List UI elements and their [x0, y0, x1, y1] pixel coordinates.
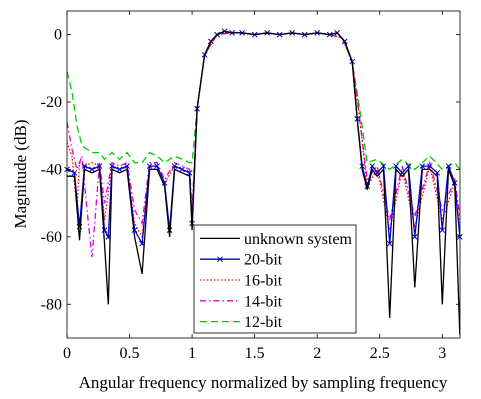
legend-label: 16-bit	[244, 273, 283, 290]
x-tick-label: 2.5	[370, 345, 390, 362]
y-axis-label: Magnitude (dB)	[11, 119, 30, 228]
y-tick-label: -80	[41, 296, 62, 313]
series-marker	[154, 163, 160, 169]
series-marker	[405, 163, 412, 169]
series-layer	[64, 28, 463, 335]
legend-box	[193, 224, 357, 334]
legend-item: unknown system	[200, 231, 353, 248]
series-marker	[171, 163, 178, 169]
x-tick-label: 0	[63, 345, 71, 362]
series-marker	[109, 163, 115, 169]
series-marker	[124, 163, 130, 169]
legend-item: 14-bit	[200, 293, 283, 310]
x-axis-label: Angular frequency normalized by sampling…	[79, 373, 448, 392]
series-marker	[116, 166, 123, 173]
y-tick-label: -20	[41, 94, 62, 111]
x-tick-label: 1.5	[245, 345, 265, 362]
series-marker	[89, 166, 95, 173]
y-tick-label: -60	[41, 229, 62, 246]
y-tick-label: -40	[41, 161, 62, 178]
x-tick-label: 1	[188, 345, 196, 362]
legend-label: 20-bit	[244, 252, 283, 269]
legend-label: 14-bit	[244, 293, 283, 310]
legend-label: unknown system	[244, 231, 353, 248]
series-marker	[445, 163, 452, 169]
series-marker	[81, 163, 88, 169]
legend-item: 20-bit	[200, 252, 283, 269]
x-tick-label: 0.5	[120, 345, 140, 362]
series-marker	[439, 227, 446, 233]
x-tick-label: 3	[438, 345, 446, 362]
series-marker	[386, 240, 393, 247]
series-marker	[146, 163, 153, 169]
series-marker	[419, 163, 426, 169]
legend: unknown system 20-bit 16-bit 14-bit 12-bit	[193, 224, 357, 334]
series-marker	[426, 163, 433, 169]
series-marker	[131, 227, 138, 233]
series-marker	[179, 166, 185, 173]
series-marker	[186, 169, 193, 176]
series-marker	[380, 163, 387, 169]
y-axis: 0 -20 -40 -60 -80	[41, 27, 460, 313]
series-marker	[71, 169, 78, 176]
legend-label: 12-bit	[244, 314, 283, 331]
series-marker	[96, 163, 103, 169]
series-line-3	[67, 32, 460, 258]
plot-frame	[66, 10, 461, 339]
series-marker	[411, 234, 418, 240]
series-line-0	[67, 30, 460, 335]
legend-item: 12-bit	[200, 314, 283, 331]
legend-item: 16-bit	[200, 273, 283, 290]
y-tick-label: 0	[54, 27, 62, 44]
x-axis: 0 0.5 1 1.5 2 2.5 3	[63, 11, 446, 362]
series-marker	[393, 163, 399, 169]
x-tick-label: 2	[313, 345, 321, 362]
series-marker	[369, 163, 376, 169]
